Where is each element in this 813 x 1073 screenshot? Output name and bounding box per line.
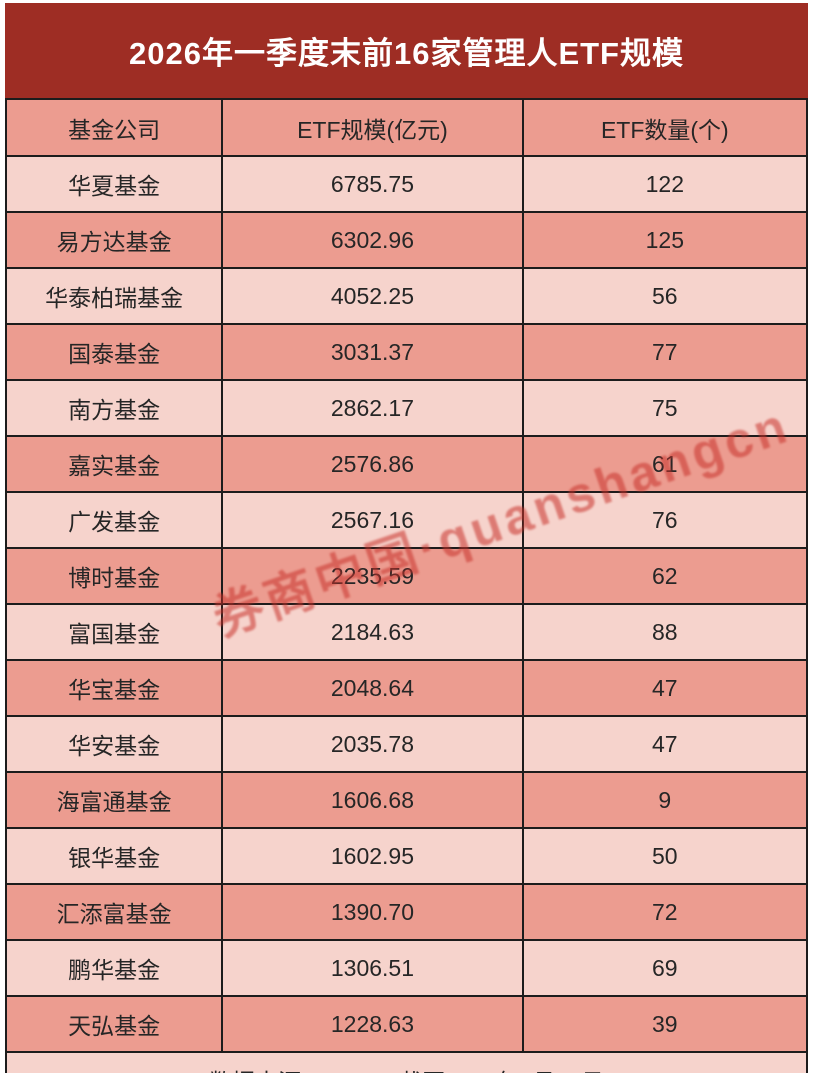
table-row: 天弘基金 1228.63 39 xyxy=(4,995,809,1053)
header-row: 基金公司 ETF规模(亿元) ETF数量(个) xyxy=(4,98,809,157)
cell-scale: 2567.16 xyxy=(221,491,524,549)
cell-company: 南方基金 xyxy=(4,379,224,437)
cell-company: 国泰基金 xyxy=(4,323,224,381)
cell-scale: 2048.64 xyxy=(221,659,524,717)
cell-count: 75 xyxy=(521,379,809,437)
table-row: 华宝基金 2048.64 47 xyxy=(4,659,809,717)
cell-company: 银华基金 xyxy=(4,827,224,885)
table-row: 易方达基金 6302.96 125 xyxy=(4,211,809,269)
cell-company: 广发基金 xyxy=(4,491,224,549)
cell-scale: 2035.78 xyxy=(221,715,524,773)
cell-company: 汇添富基金 xyxy=(4,883,224,941)
footer-row: 数据来源：Wind，截至2026年3月31日 xyxy=(5,1051,808,1073)
column-header-company: 基金公司 xyxy=(4,98,224,157)
table-row: 富国基金 2184.63 88 xyxy=(4,603,809,661)
cell-count: 122 xyxy=(521,155,809,213)
cell-count: 56 xyxy=(521,267,809,325)
table-row: 华泰柏瑞基金 4052.25 56 xyxy=(4,267,809,325)
cell-count: 69 xyxy=(521,939,809,997)
table-row: 华夏基金 6785.75 122 xyxy=(4,155,809,213)
table-row: 嘉实基金 2576.86 61 xyxy=(4,435,809,493)
cell-count: 61 xyxy=(521,435,809,493)
cell-count: 62 xyxy=(521,547,809,605)
cell-scale: 2862.17 xyxy=(221,379,524,437)
table-row: 博时基金 2235.59 62 xyxy=(4,547,809,605)
table-body: 华夏基金 6785.75 122 易方达基金 6302.96 125 华泰柏瑞基金 4052.… xyxy=(4,155,809,1053)
table-row: 银华基金 1602.95 50 xyxy=(4,827,809,885)
table-row: 海富通基金 1606.68 9 xyxy=(4,771,809,829)
cell-company: 华夏基金 xyxy=(4,155,224,213)
cell-company: 博时基金 xyxy=(4,547,224,605)
cell-count: 77 xyxy=(521,323,809,381)
cell-count: 9 xyxy=(521,771,809,829)
cell-count: 47 xyxy=(521,659,809,717)
cell-company: 华宝基金 xyxy=(4,659,224,717)
cell-scale: 6785.75 xyxy=(221,155,524,213)
cell-count: 39 xyxy=(521,995,809,1053)
title-bar: 2026年一季度末前16家管理人ETF规模 xyxy=(5,3,808,98)
data-source-note: 数据来源：Wind，截至2026年3月31日 xyxy=(5,1051,808,1073)
cell-scale: 2184.63 xyxy=(221,603,524,661)
table-row: 汇添富基金 1390.70 72 xyxy=(4,883,809,941)
page-title: 2026年一季度末前16家管理人ETF规模 xyxy=(129,36,684,71)
cell-scale: 1606.68 xyxy=(221,771,524,829)
table-row: 南方基金 2862.17 75 xyxy=(4,379,809,437)
cell-company: 嘉实基金 xyxy=(4,435,224,493)
cell-scale: 1602.95 xyxy=(221,827,524,885)
table-row: 华安基金 2035.78 47 xyxy=(4,715,809,773)
cell-company: 海富通基金 xyxy=(4,771,224,829)
cell-scale: 6302.96 xyxy=(221,211,524,269)
cell-count: 50 xyxy=(521,827,809,885)
etf-table: 基金公司 ETF规模(亿元) ETF数量(个) 华夏基金 6785.75 122 易方… xyxy=(4,98,809,1073)
cell-count: 47 xyxy=(521,715,809,773)
table-row: 国泰基金 3031.37 77 xyxy=(4,323,809,381)
table-row: 鹏华基金 1306.51 69 xyxy=(4,939,809,997)
cell-scale: 3031.37 xyxy=(221,323,524,381)
table-row: 广发基金 2567.16 76 xyxy=(4,491,809,549)
cell-scale: 2576.86 xyxy=(221,435,524,493)
cell-scale: 4052.25 xyxy=(221,267,524,325)
cell-count: 76 xyxy=(521,491,809,549)
cell-company: 天弘基金 xyxy=(4,995,224,1053)
cell-scale: 1390.70 xyxy=(221,883,524,941)
cell-company: 富国基金 xyxy=(4,603,224,661)
cell-scale: 2235.59 xyxy=(221,547,524,605)
cell-count: 88 xyxy=(521,603,809,661)
column-header-scale: ETF规模(亿元) xyxy=(221,98,524,157)
cell-count: 72 xyxy=(521,883,809,941)
cell-company: 易方达基金 xyxy=(4,211,224,269)
cell-scale: 1228.63 xyxy=(221,995,524,1053)
cell-count: 125 xyxy=(521,211,809,269)
cell-scale: 1306.51 xyxy=(221,939,524,997)
column-header-count: ETF数量(个) xyxy=(521,98,809,157)
cell-company: 华泰柏瑞基金 xyxy=(4,267,224,325)
cell-company: 华安基金 xyxy=(4,715,224,773)
cell-company: 鹏华基金 xyxy=(4,939,224,997)
